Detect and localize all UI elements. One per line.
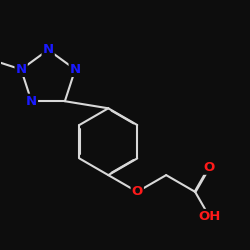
Text: N: N [70,63,81,76]
Text: N: N [16,63,27,76]
Text: O: O [132,185,143,198]
Text: N: N [42,43,54,56]
Text: OH: OH [198,210,220,223]
Text: N: N [26,95,37,108]
Text: O: O [204,161,215,174]
